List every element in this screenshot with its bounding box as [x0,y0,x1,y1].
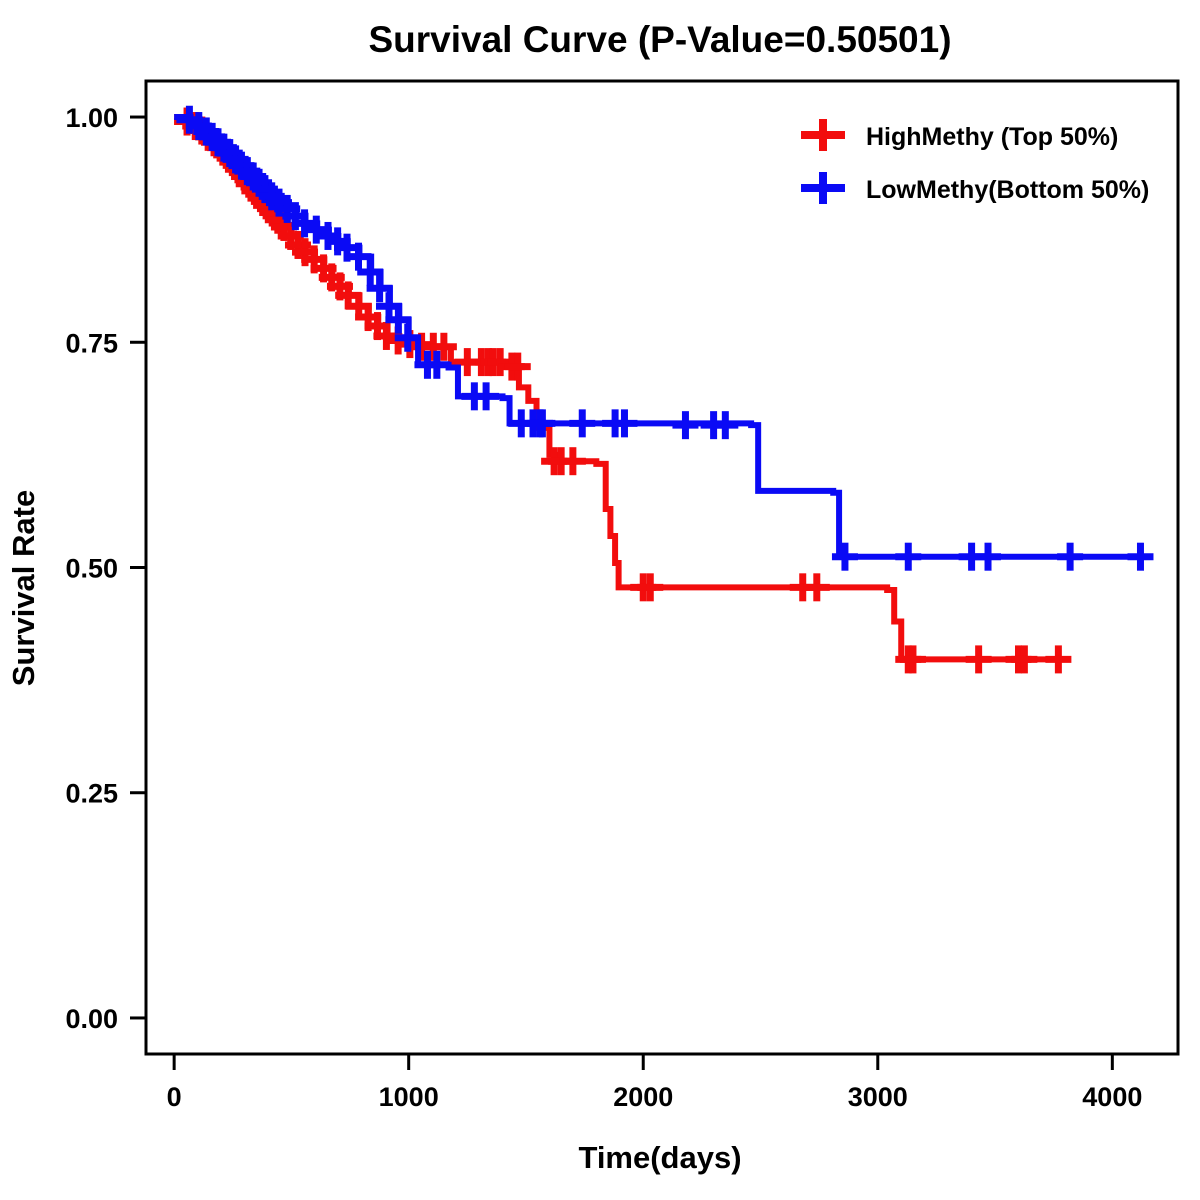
x-axis-ticks: 0 1000 2000 3000 4000 [167,1054,1142,1112]
x-tick-label: 0 [167,1082,182,1112]
legend-label: HighMethy (Top 50%) [866,123,1118,151]
y-tick-label: 0.75 [65,328,118,358]
plot-frame [144,79,1180,1056]
y-tick-label: 1.00 [65,103,118,133]
series-layer [174,105,1154,674]
x-tick-label: 4000 [1082,1082,1142,1112]
x-axis-title: Time(days) [578,1140,741,1175]
chart-title: Survival Curve (P-Value=0.50501) [368,19,951,60]
chart-legend: HighMethy (Top 50%) LowMethy(Bottom 50%) [801,119,1149,204]
x-tick-label: 3000 [848,1082,908,1112]
series-low-methy [174,105,1154,571]
y-tick-label: 0.00 [65,1004,118,1034]
x-tick-label: 1000 [379,1082,439,1112]
y-tick-label: 0.50 [65,554,118,584]
legend-entry: LowMethy(Bottom 50%) [801,172,1149,204]
y-tick-label: 0.25 [65,779,118,809]
legend-label: LowMethy(Bottom 50%) [866,176,1149,204]
x-tick-label: 2000 [613,1082,673,1112]
y-axis-ticks: 0.00 0.25 0.50 0.75 1.00 [65,103,146,1034]
y-axis-title: Survival Rate [6,490,41,686]
legend-entry: HighMethy (Top 50%) [801,119,1118,151]
